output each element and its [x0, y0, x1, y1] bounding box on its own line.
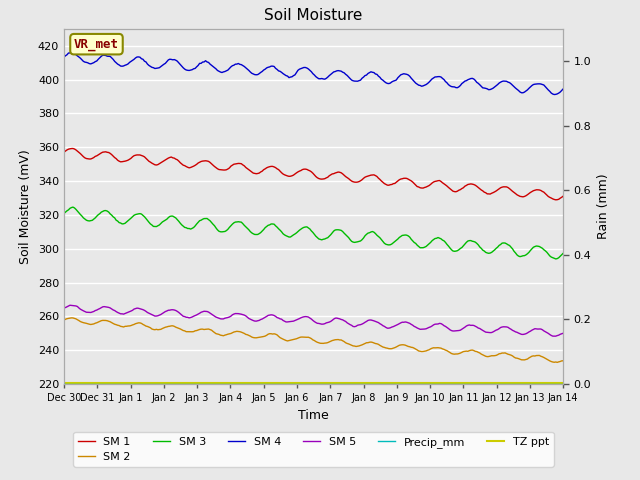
- Title: Soil Moisture: Soil Moisture: [264, 9, 363, 24]
- SM 2: [172, 324, 180, 330]
- SM 2: [66, 315, 74, 321]
- SM 5: [211, 313, 218, 319]
- SM 5: [172, 308, 180, 313]
- SM 1: [470, 181, 477, 187]
- SM 2: [211, 330, 218, 336]
- TZ ppt: [209, 380, 217, 386]
- SM 2: [476, 350, 484, 356]
- TZ ppt: [60, 380, 68, 386]
- SM 5: [552, 333, 559, 339]
- SM 4: [172, 57, 180, 63]
- SM 2: [559, 358, 567, 364]
- Precip_mm: [60, 381, 68, 387]
- SM 1: [476, 186, 484, 192]
- SM 5: [68, 302, 76, 308]
- Precip_mm: [340, 381, 348, 387]
- SM 5: [66, 302, 74, 308]
- SM 2: [470, 348, 477, 353]
- SM 1: [172, 156, 180, 162]
- SM 5: [476, 325, 484, 331]
- Precip_mm: [559, 381, 567, 387]
- TZ ppt: [474, 380, 482, 386]
- Line: SM 1: SM 1: [64, 148, 563, 200]
- TZ ppt: [468, 380, 476, 386]
- SM 4: [211, 65, 218, 71]
- X-axis label: Time: Time: [298, 408, 329, 421]
- SM 1: [69, 145, 77, 151]
- SM 4: [60, 54, 68, 60]
- SM 3: [470, 239, 477, 244]
- Line: SM 5: SM 5: [64, 305, 563, 336]
- Line: SM 2: SM 2: [64, 318, 563, 362]
- SM 4: [342, 72, 349, 77]
- SM 2: [60, 317, 68, 323]
- Precip_mm: [66, 381, 74, 387]
- TZ ppt: [340, 380, 348, 386]
- Legend: SM 1, SM 2, SM 3, SM 4, SM 5, Precip_mm, TZ ppt: SM 1, SM 2, SM 3, SM 4, SM 5, Precip_mm,…: [74, 432, 554, 467]
- SM 2: [68, 315, 76, 321]
- SM 4: [559, 86, 567, 92]
- TZ ppt: [559, 380, 567, 386]
- SM 3: [60, 211, 68, 216]
- Y-axis label: Rain (mm): Rain (mm): [597, 174, 610, 239]
- SM 1: [66, 146, 74, 152]
- Line: SM 3: SM 3: [64, 207, 563, 259]
- SM 4: [66, 50, 74, 56]
- SM 3: [476, 244, 484, 250]
- SM 3: [552, 256, 559, 262]
- SM 1: [342, 174, 349, 180]
- TZ ppt: [170, 380, 178, 386]
- SM 3: [66, 205, 74, 211]
- SM 3: [69, 204, 77, 210]
- SM 2: [342, 340, 349, 346]
- SM 4: [550, 92, 558, 97]
- Precip_mm: [468, 381, 476, 387]
- SM 1: [211, 164, 218, 169]
- SM 5: [342, 319, 349, 324]
- SM 3: [559, 251, 567, 256]
- SM 1: [552, 197, 559, 203]
- SM 1: [60, 149, 68, 155]
- SM 5: [60, 305, 68, 311]
- SM 5: [470, 323, 477, 328]
- SM 4: [476, 82, 484, 88]
- SM 5: [559, 330, 567, 336]
- SM 3: [211, 223, 218, 228]
- TZ ppt: [66, 380, 74, 386]
- SM 4: [470, 76, 477, 82]
- SM 1: [559, 193, 567, 199]
- Precip_mm: [170, 381, 178, 387]
- Precip_mm: [474, 381, 482, 387]
- Precip_mm: [209, 381, 217, 387]
- SM 3: [172, 215, 180, 221]
- Text: VR_met: VR_met: [74, 37, 119, 51]
- SM 4: [68, 49, 76, 55]
- SM 3: [342, 232, 349, 238]
- Y-axis label: Soil Moisture (mV): Soil Moisture (mV): [19, 149, 33, 264]
- Line: SM 4: SM 4: [64, 52, 563, 95]
- SM 2: [554, 360, 561, 365]
